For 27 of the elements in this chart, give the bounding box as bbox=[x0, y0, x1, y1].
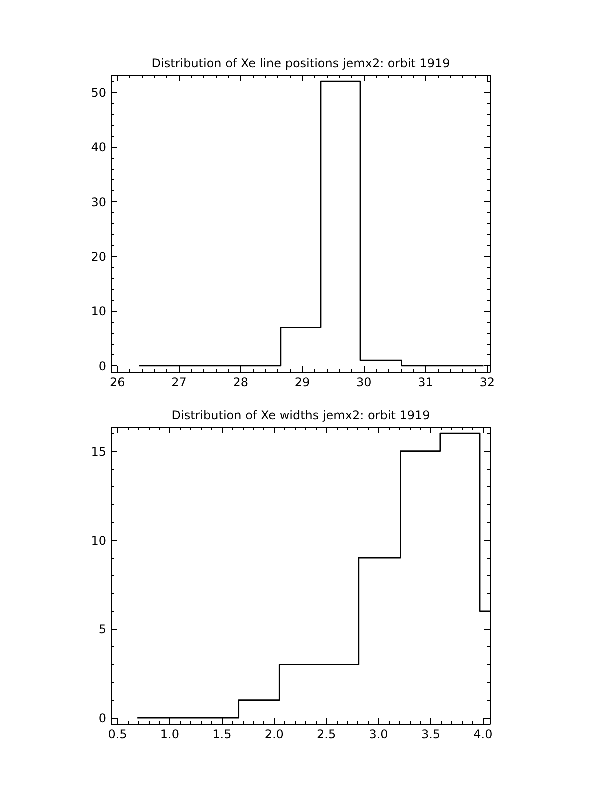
x-tick-label: 28 bbox=[233, 376, 249, 390]
chart-title: Distribution of Xe line positions jemx2: orbit 1919 bbox=[152, 56, 450, 70]
y-tick-label: 30 bbox=[91, 195, 107, 210]
x-tick-label: 1.5 bbox=[212, 728, 232, 742]
y-tick-label: 20 bbox=[91, 250, 107, 264]
y-tick-label: 15 bbox=[91, 444, 107, 459]
x-tick-label: 2.5 bbox=[317, 728, 336, 742]
x-tick-label: 3.5 bbox=[421, 728, 441, 742]
x-tick-label: 0.5 bbox=[108, 728, 128, 742]
y-tick-label: 5 bbox=[98, 622, 107, 637]
x-tick-label: 27 bbox=[172, 376, 187, 390]
x-tick-label: 3.0 bbox=[369, 728, 388, 742]
x-tick-label: 4.0 bbox=[474, 728, 493, 742]
x-tick-label: 26 bbox=[110, 376, 126, 390]
y-tick-label: 10 bbox=[91, 304, 107, 319]
x-tick-label: 30 bbox=[356, 376, 372, 390]
y-tick-label: 40 bbox=[91, 140, 107, 155]
x-tick-label: 32 bbox=[480, 376, 496, 390]
y-tick-label: 0 bbox=[98, 712, 107, 726]
x-tick-label: 29 bbox=[294, 376, 310, 390]
y-tick-label: 50 bbox=[91, 86, 107, 100]
y-tick-label: 0 bbox=[98, 359, 107, 374]
x-tick-label: 31 bbox=[418, 376, 434, 390]
x-tick-label: 2.0 bbox=[264, 728, 284, 742]
x-tick-label: 1.0 bbox=[160, 728, 180, 742]
y-tick-label: 10 bbox=[91, 534, 107, 548]
chart-title: Distribution of Xe widths jemx2: orbit 1919 bbox=[172, 408, 430, 422]
